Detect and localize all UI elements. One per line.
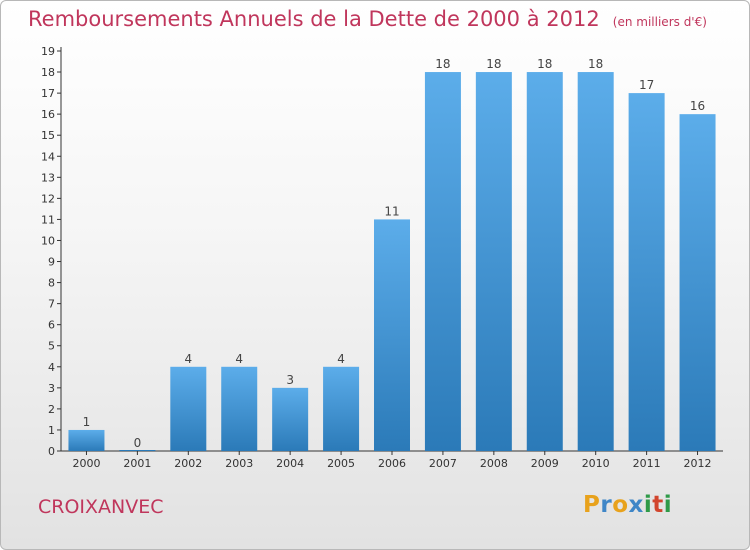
y-tick-label: 13 <box>41 171 55 184</box>
y-tick-label: 3 <box>48 382 55 395</box>
commune-name: CROIXANVEC <box>38 496 164 518</box>
y-tick-label: 9 <box>48 256 55 269</box>
y-tick-label: 14 <box>41 150 55 163</box>
y-tick-label: 16 <box>41 108 55 121</box>
x-tick-label: 2001 <box>123 457 151 470</box>
y-tick-label: 18 <box>41 66 55 79</box>
x-tick-label: 2007 <box>429 457 457 470</box>
chart-title: Remboursements Annuels de la Dette de 20… <box>28 7 707 31</box>
bar-value-label: 1 <box>83 415 91 429</box>
y-tick-label: 11 <box>41 213 55 226</box>
logo-letter: P <box>583 492 601 518</box>
x-tick-label: 2009 <box>531 457 559 470</box>
bar-value-label: 4 <box>184 352 192 366</box>
bar-value-label: 0 <box>134 436 142 450</box>
logo-letter: t <box>652 492 664 518</box>
y-tick-label: 0 <box>48 445 55 458</box>
bar <box>526 72 563 451</box>
bar-value-label: 11 <box>384 204 399 218</box>
bar <box>170 366 207 451</box>
bar <box>68 429 105 451</box>
x-tick-label: 2012 <box>684 457 712 470</box>
y-tick-label: 4 <box>48 361 55 374</box>
y-tick-label: 7 <box>48 298 55 311</box>
bar <box>475 72 512 451</box>
y-tick-label: 10 <box>41 234 55 247</box>
bar-value-label: 17 <box>639 78 654 92</box>
bar-value-label: 16 <box>690 99 705 113</box>
y-tick-label: 1 <box>48 424 55 437</box>
chart-title-main: Remboursements Annuels de la Dette de 20… <box>28 7 600 31</box>
bar <box>119 450 156 451</box>
y-tick-label: 17 <box>41 87 55 100</box>
logo-letter: r <box>600 492 613 518</box>
bar-value-label: 18 <box>537 57 552 71</box>
bar-value-label: 18 <box>588 57 603 71</box>
logo-letter: o <box>612 492 629 518</box>
y-tick-label: 19 <box>41 45 55 58</box>
logo-letter: i <box>663 492 673 518</box>
proxiti-logo[interactable]: Proxiti <box>583 492 672 518</box>
bar <box>374 219 410 451</box>
x-tick-label: 2003 <box>225 457 253 470</box>
bar <box>323 366 360 451</box>
y-tick-label: 15 <box>41 129 55 142</box>
y-tick-label: 6 <box>48 319 55 332</box>
bar <box>424 72 461 451</box>
y-tick-label: 5 <box>48 340 55 353</box>
chart-title-unit: (en milliers d'€) <box>612 15 707 29</box>
bar-value-label: 4 <box>235 352 243 366</box>
x-tick-label: 2004 <box>276 457 304 470</box>
bar-value-label: 18 <box>486 57 501 71</box>
y-tick-label: 8 <box>48 277 55 290</box>
x-tick-label: 2006 <box>378 457 406 470</box>
bar <box>272 387 309 451</box>
x-tick-label: 2005 <box>327 457 355 470</box>
x-tick-label: 2008 <box>480 457 508 470</box>
y-tick-label: 12 <box>41 192 55 205</box>
logo-letter: x <box>628 492 644 518</box>
x-tick-label: 2002 <box>174 457 202 470</box>
bar <box>679 114 716 451</box>
logo-letter: i <box>643 492 653 518</box>
y-tick-label: 2 <box>48 403 55 416</box>
bar <box>628 93 665 452</box>
x-tick-label: 2000 <box>72 457 100 470</box>
x-tick-label: 2010 <box>582 457 610 470</box>
x-tick-label: 2011 <box>633 457 661 470</box>
bar-value-label: 4 <box>337 352 345 366</box>
bar-value-label: 18 <box>435 57 450 71</box>
bar <box>221 366 258 451</box>
bar-value-label: 3 <box>286 373 294 387</box>
bar <box>577 72 614 451</box>
